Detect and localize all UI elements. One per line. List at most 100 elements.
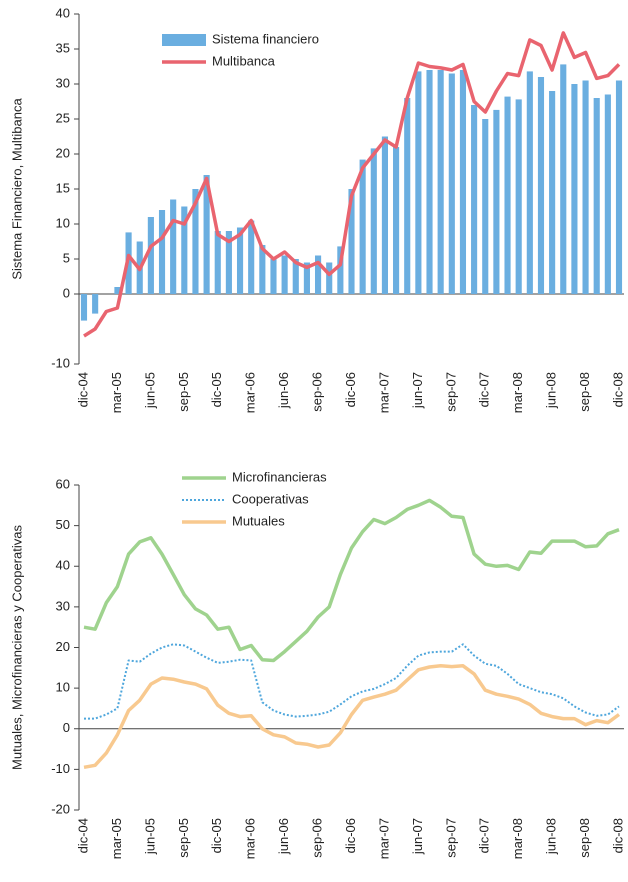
bar bbox=[471, 105, 478, 294]
line-series bbox=[83, 31, 621, 338]
legend-swatch bbox=[162, 34, 206, 46]
x-tick-label: dic-05 bbox=[209, 372, 224, 407]
y-tick-label: 40 bbox=[56, 5, 70, 20]
x-tick-label: sep-07 bbox=[443, 372, 458, 412]
x-tick-label: sep-07 bbox=[443, 818, 458, 858]
y-tick-label: 10 bbox=[56, 680, 70, 695]
bar bbox=[549, 91, 556, 294]
legend-label: Sistema financiero bbox=[212, 31, 319, 46]
bar bbox=[292, 259, 299, 294]
x-tick-label: sep-08 bbox=[577, 372, 592, 412]
x-tick-label: dic-08 bbox=[610, 372, 625, 407]
bar bbox=[281, 255, 288, 294]
line-series bbox=[83, 498, 620, 663]
bar bbox=[92, 294, 99, 314]
x-tick-label: jun-06 bbox=[276, 372, 291, 409]
bar bbox=[270, 259, 277, 294]
bar bbox=[259, 245, 266, 294]
line-series bbox=[83, 664, 621, 770]
x-tick-label: dic-08 bbox=[610, 818, 625, 853]
x-tick-label: mar-05 bbox=[109, 372, 124, 413]
bar bbox=[582, 80, 589, 294]
legend-label: Cooperativas bbox=[232, 491, 309, 506]
y-tick-label: 15 bbox=[56, 180, 70, 195]
bar bbox=[504, 96, 511, 294]
y-tick-label: 30 bbox=[56, 75, 70, 90]
bar bbox=[303, 262, 310, 294]
line-series bbox=[84, 643, 620, 720]
x-tick-label: dic-05 bbox=[209, 818, 224, 853]
bar bbox=[448, 73, 455, 294]
y-tick-label: 20 bbox=[56, 639, 70, 654]
bar bbox=[114, 287, 121, 294]
y-axis-label: Sistema Financiero, Multibanca bbox=[9, 98, 24, 280]
bar bbox=[459, 70, 467, 294]
y-tick-label: 10 bbox=[56, 215, 70, 230]
bar bbox=[337, 246, 344, 294]
y-tick-label: 0 bbox=[63, 285, 70, 300]
y-tick-label: -20 bbox=[51, 801, 70, 816]
x-tick-label: jun-07 bbox=[410, 818, 425, 855]
bar bbox=[482, 119, 489, 294]
bar bbox=[314, 255, 322, 294]
y-tick-label: 5 bbox=[63, 250, 70, 265]
bar bbox=[493, 109, 500, 295]
x-tick-label: mar-06 bbox=[243, 818, 258, 859]
bar bbox=[181, 206, 188, 294]
y-tick-label: 60 bbox=[56, 476, 70, 491]
bar bbox=[560, 64, 567, 295]
y-tick-label: -10 bbox=[51, 761, 70, 776]
x-tick-label: dic-07 bbox=[477, 372, 492, 407]
legend-label: Mutuales bbox=[232, 513, 285, 528]
x-tick-label: sep-06 bbox=[310, 818, 325, 858]
bar bbox=[537, 77, 545, 294]
x-tick-label: dic-04 bbox=[75, 372, 90, 407]
x-tick-label: dic-06 bbox=[343, 818, 358, 853]
x-tick-label: dic-07 bbox=[477, 818, 492, 853]
x-tick-label: dic-04 bbox=[75, 818, 90, 853]
bar bbox=[236, 227, 244, 294]
y-tick-label: -10 bbox=[51, 355, 70, 370]
bar bbox=[393, 147, 400, 294]
x-tick-label: jun-06 bbox=[276, 818, 291, 855]
x-tick-label: jun-05 bbox=[142, 372, 157, 409]
bar bbox=[415, 71, 422, 295]
bar bbox=[404, 98, 411, 294]
x-tick-label: sep-08 bbox=[577, 818, 592, 858]
bar bbox=[381, 136, 389, 294]
y-tick-label: 20 bbox=[56, 145, 70, 160]
bar bbox=[80, 294, 88, 321]
y-tick-label: 25 bbox=[56, 110, 70, 125]
bar bbox=[348, 189, 355, 294]
x-tick-label: mar-07 bbox=[376, 372, 391, 413]
y-tick-label: 0 bbox=[63, 720, 70, 735]
bar bbox=[437, 70, 444, 294]
bar bbox=[170, 199, 177, 294]
bar bbox=[515, 99, 522, 295]
bar bbox=[225, 231, 232, 294]
bar bbox=[571, 84, 578, 294]
bar bbox=[604, 94, 611, 294]
legend-label: Multibanca bbox=[212, 53, 276, 68]
x-tick-label: jun-07 bbox=[410, 372, 425, 409]
bar bbox=[593, 98, 600, 294]
bar bbox=[248, 220, 255, 294]
x-tick-label: dic-06 bbox=[343, 372, 358, 407]
x-tick-label: mar-08 bbox=[510, 372, 525, 413]
y-tick-label: 40 bbox=[56, 558, 70, 573]
y-tick-label: 50 bbox=[56, 517, 70, 532]
x-tick-label: jun-05 bbox=[142, 818, 157, 855]
y-tick-label: 30 bbox=[56, 598, 70, 613]
y-tick-label: 35 bbox=[56, 40, 70, 55]
bar bbox=[370, 148, 377, 294]
x-tick-label: sep-05 bbox=[176, 818, 191, 858]
bar bbox=[615, 80, 623, 294]
bar bbox=[359, 159, 366, 294]
bar bbox=[214, 231, 221, 294]
bar bbox=[147, 217, 154, 294]
x-tick-label: jun-08 bbox=[544, 818, 559, 855]
x-tick-label: mar-06 bbox=[243, 372, 258, 413]
legend-label: Microfinancieras bbox=[232, 469, 327, 484]
x-tick-label: jun-08 bbox=[544, 372, 559, 409]
